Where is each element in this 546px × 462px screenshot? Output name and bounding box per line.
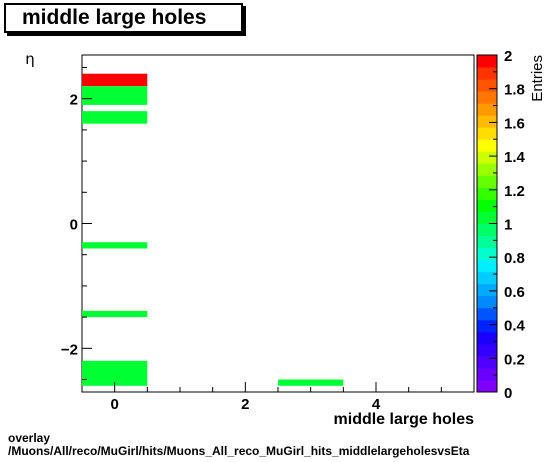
palette-tick-label: 0.2 [504, 351, 525, 368]
palette-swatch [477, 187, 497, 200]
x-tick-label: 2 [241, 396, 249, 413]
palette-swatch [477, 319, 497, 333]
heatmap-bin [82, 111, 148, 124]
palette-tick-label: 1.6 [504, 115, 525, 132]
palette-swatch [477, 355, 497, 369]
palette-swatch [477, 343, 497, 357]
footer-line-1: overlay [8, 431, 51, 445]
palette-swatch [477, 55, 497, 68]
palette-tick-label: 0.8 [504, 250, 525, 267]
y-tick-label: 2 [70, 92, 78, 109]
palette-tick-label: 0.4 [504, 318, 526, 335]
y-tick-label: −2 [61, 341, 78, 358]
palette-tick-label: 1.4 [504, 149, 526, 166]
x-axis-label: middle large holes [334, 411, 475, 428]
heatmap-bin [278, 379, 344, 386]
chart-title: middle large holes [22, 6, 207, 29]
palette-swatch [477, 115, 497, 128]
palette-swatch [477, 127, 497, 140]
palette-swatch [477, 151, 497, 164]
palette-tick-label: 2 [504, 48, 512, 65]
palette-swatch [477, 235, 497, 249]
palette-swatch [477, 103, 497, 116]
palette-swatch [477, 199, 497, 212]
palette-tick-label: 0.6 [504, 284, 525, 301]
palette-tick-label: 1 [504, 217, 512, 234]
palette-tick-label: 1.8 [504, 82, 525, 99]
footer: overlay /Muons/All/reco/MuGirl/hits/Muon… [8, 432, 469, 458]
title-box: middle large holes [4, 3, 243, 33]
palette-tick-label: 1.2 [504, 183, 525, 200]
x-tick-label: 0 [110, 396, 118, 413]
palette-swatch [477, 91, 497, 104]
palette-swatch [477, 223, 497, 237]
palette-swatch [477, 211, 497, 224]
heatmap-bin [82, 73, 148, 87]
axes: 0 2 4 −2 0 2 [61, 66, 475, 413]
heatmap-bin [82, 360, 148, 386]
palette-swatch [477, 367, 497, 381]
palette-swatch [477, 295, 497, 309]
x-tick-label: 4 [372, 396, 381, 413]
z-axis-label: Entries [529, 55, 546, 102]
palette-swatch [477, 247, 497, 261]
palette-swatch [477, 163, 497, 176]
heatmap-bin [82, 242, 148, 249]
heatmap-bin [82, 86, 148, 105]
y-axis-label: η [25, 50, 35, 68]
plot-frame [81, 54, 475, 393]
heatmap-bin [82, 310, 148, 318]
color-palette: 0 0.2 0.4 0.6 0.8 1 1.2 1.4 1.6 1.8 2 [476, 48, 526, 402]
palette-swatch [477, 379, 497, 393]
palette-swatch [477, 79, 497, 92]
palette-swatch [477, 271, 497, 285]
palette-swatch [477, 259, 497, 273]
palette-swatch [477, 283, 497, 297]
heatmap-bins [82, 73, 344, 386]
palette-swatch [477, 175, 497, 188]
palette-tick-label: 0 [504, 385, 512, 402]
y-tick-label: 0 [70, 217, 78, 234]
palette-swatch [477, 307, 497, 321]
palette-swatch [477, 67, 497, 80]
palette-swatch [477, 139, 497, 152]
palette-swatch [477, 331, 497, 345]
footer-line-2: /Muons/All/reco/MuGirl/hits/Muons_All_re… [8, 444, 470, 458]
